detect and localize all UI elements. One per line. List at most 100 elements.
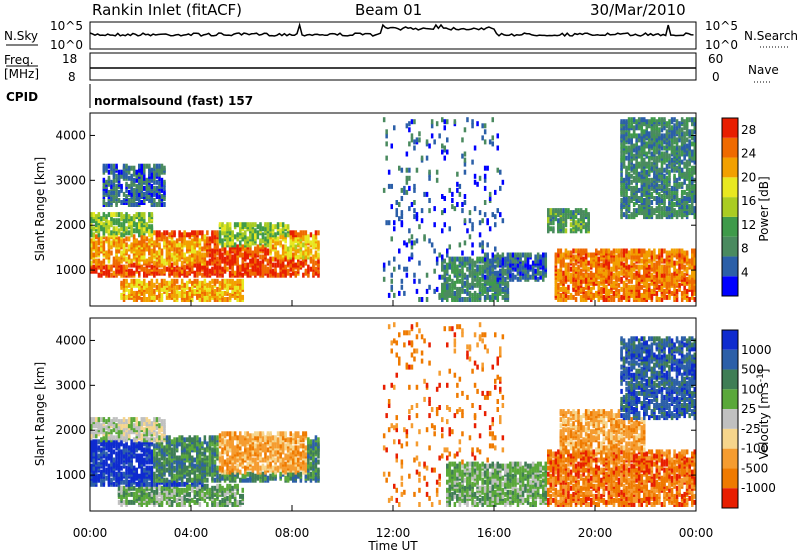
data-cell [170, 256, 174, 262]
data-cell [448, 274, 452, 280]
data-cell [539, 270, 542, 276]
data-cell [688, 187, 691, 193]
data-cell [577, 248, 580, 254]
data-cell [430, 242, 434, 248]
data-cell [271, 268, 275, 274]
data-cell [216, 286, 219, 292]
data-cell [165, 294, 169, 300]
data-cell [665, 175, 669, 181]
data-cell [173, 266, 176, 272]
data-cell [584, 228, 588, 234]
data-cell [302, 242, 305, 248]
data-cell [557, 248, 560, 254]
power-colorbar-swatch [722, 276, 738, 296]
data-cell [622, 177, 626, 183]
data-cell [668, 159, 671, 165]
data-cell [519, 270, 522, 276]
data-cell [557, 282, 560, 288]
data-cell [627, 131, 631, 137]
data-cell [122, 191, 126, 197]
data-cell [140, 183, 144, 189]
data-cell [582, 214, 585, 220]
power-colorbar-frame [721, 117, 739, 297]
data-cell [213, 288, 217, 294]
data-cell [562, 212, 565, 218]
data-cell [481, 248, 484, 254]
data-cell [198, 230, 202, 236]
data-cell [294, 244, 298, 250]
data-cell [683, 196, 686, 201]
data-cell [398, 165, 401, 171]
data-cell [180, 250, 184, 256]
data-cell [132, 165, 136, 171]
data-cell [90, 260, 93, 266]
data-cell [226, 222, 229, 228]
data-cell [186, 240, 189, 246]
data-cell [494, 284, 497, 290]
data-cell [178, 230, 181, 236]
data-cell [145, 177, 149, 183]
data-cell [97, 228, 101, 234]
data-cell [276, 250, 280, 256]
data-cell [165, 280, 169, 286]
data-cell [92, 423, 96, 429]
data-cell [130, 258, 133, 264]
data-cell [483, 139, 487, 145]
data-cell [148, 268, 151, 274]
data-cell [110, 471, 113, 477]
data-cell [405, 179, 409, 185]
data-cell [160, 278, 164, 284]
data-cell [660, 194, 664, 199]
data-cell [251, 232, 255, 238]
data-cell [658, 157, 661, 163]
data-cell [554, 216, 558, 222]
data-cell [180, 268, 184, 274]
data-cell [645, 151, 649, 157]
data-cell [693, 141, 697, 147]
data-cell [648, 282, 651, 288]
data-cell [143, 238, 146, 244]
data-cell [670, 117, 674, 123]
data-cell [390, 143, 394, 149]
data-cell [640, 155, 644, 161]
data-cell [163, 278, 166, 284]
data-cell [143, 234, 146, 240]
data-cell [660, 206, 664, 212]
data-cell [665, 294, 669, 300]
data-cell [155, 230, 159, 236]
data-cell [486, 274, 489, 280]
data-cell [468, 210, 472, 216]
data-cell [688, 274, 691, 280]
data-cell [393, 266, 396, 272]
data-cell [653, 173, 656, 179]
data-cell [127, 288, 131, 294]
data-cell [145, 222, 149, 228]
data-cell [600, 268, 603, 274]
data-cell [107, 272, 111, 278]
data-cell [385, 220, 388, 226]
data-cell [637, 145, 641, 151]
data-cell [653, 183, 656, 189]
data-cell [100, 417, 103, 423]
data-cell [501, 252, 505, 258]
data-cell [312, 254, 315, 260]
data-cell [289, 230, 293, 236]
data-cell [499, 169, 502, 175]
data-cell [668, 133, 671, 139]
data-cell [678, 121, 681, 127]
data-cell [408, 238, 411, 244]
data-cell [241, 294, 245, 300]
cpid-label: CPID [6, 90, 38, 104]
data-cell [456, 256, 459, 262]
data-cell [680, 159, 684, 165]
data-cell [675, 268, 679, 274]
data-cell [670, 189, 674, 195]
data-cell [236, 272, 239, 278]
data-cell [549, 208, 553, 214]
data-cell [691, 290, 694, 296]
data-cell [387, 220, 391, 226]
data-cell [165, 230, 169, 236]
data-cell [506, 256, 510, 262]
data-cell [635, 141, 638, 147]
data-cell [92, 232, 96, 238]
